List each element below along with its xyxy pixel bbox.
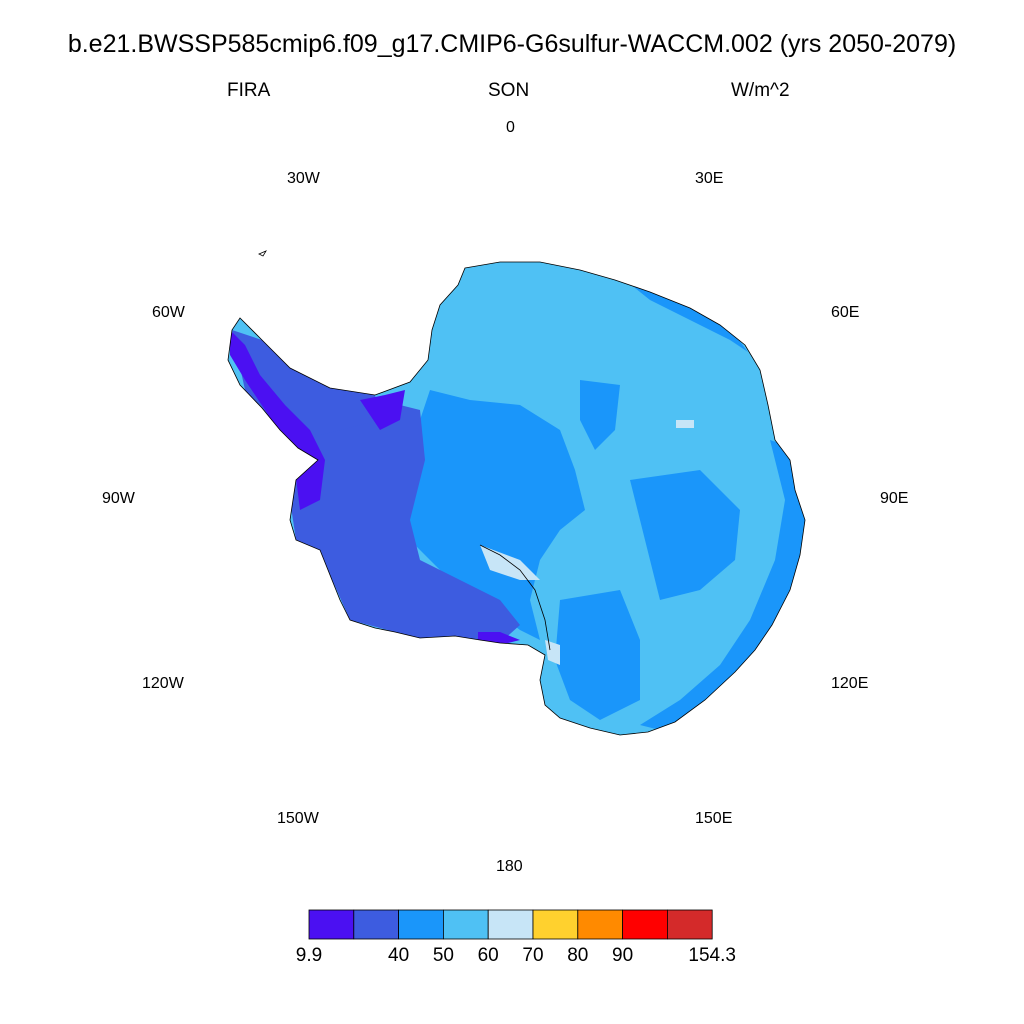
colorbar-swatch — [622, 909, 668, 940]
lon-label-120e: 120E — [831, 675, 869, 692]
lon-label-60e: 60E — [831, 304, 860, 321]
coastline — [227, 261, 806, 736]
lon-label-0: 0 — [506, 119, 515, 136]
field-50-60-ridge — [580, 380, 620, 450]
lon-label-60w: 60W — [152, 304, 185, 321]
continent-fill — [228, 262, 805, 735]
lon-label-90w: 90W — [102, 490, 135, 507]
field-70-80-ross-2 — [545, 640, 560, 665]
colorbar-swatch — [532, 909, 579, 940]
field-50-60-west — [395, 390, 585, 640]
field-50-60-south — [555, 590, 640, 720]
colorbar-label: 60 — [477, 945, 499, 966]
colorbar-swatch — [577, 909, 623, 940]
colorbar-label: 70 — [522, 945, 544, 966]
colorbar-label: 90 — [612, 945, 634, 966]
colorbar-label: 154.3 — [688, 945, 736, 966]
lon-label-150w: 150W — [277, 810, 319, 827]
units-label: W/m^2 — [731, 80, 790, 101]
lon-label-30w: 30W — [287, 170, 320, 187]
colorbar-label: 9.9 — [295, 945, 323, 966]
colorbar-swatch — [667, 909, 713, 940]
colorbar-swatch — [398, 909, 444, 940]
colorbar — [308, 909, 713, 940]
colorbar-swatch — [308, 909, 355, 940]
colorbar-label: 50 — [432, 945, 454, 966]
lon-label-90e: 90E — [880, 490, 909, 507]
colorbar-label: 80 — [567, 945, 589, 966]
field-40-50-west — [290, 400, 520, 643]
colorbar-swatch — [353, 909, 399, 940]
lon-label-180: 180 — [496, 858, 523, 875]
season-label: SON — [488, 80, 530, 101]
colorbar-swatch — [487, 909, 534, 940]
field-50-60-east — [630, 470, 740, 600]
field-50-60-coast-north — [620, 276, 748, 352]
lon-label-30e: 30E — [695, 170, 724, 187]
plot-title: b.e21.BWSSP585cmip6.f09_g17.CMIP6-G6sulf… — [67, 30, 957, 58]
lon-label-150e: 150E — [695, 810, 733, 827]
field-below-40-patch — [360, 390, 405, 430]
ross-grounding-line — [479, 544, 551, 651]
colorbar-swatch — [442, 909, 489, 940]
field-70-80-spot — [676, 420, 694, 428]
lon-label-120w: 120W — [142, 675, 184, 692]
variable-label: FIRA — [227, 80, 271, 101]
colorbar-label: 40 — [388, 945, 410, 966]
south-shetland-island — [258, 250, 267, 257]
